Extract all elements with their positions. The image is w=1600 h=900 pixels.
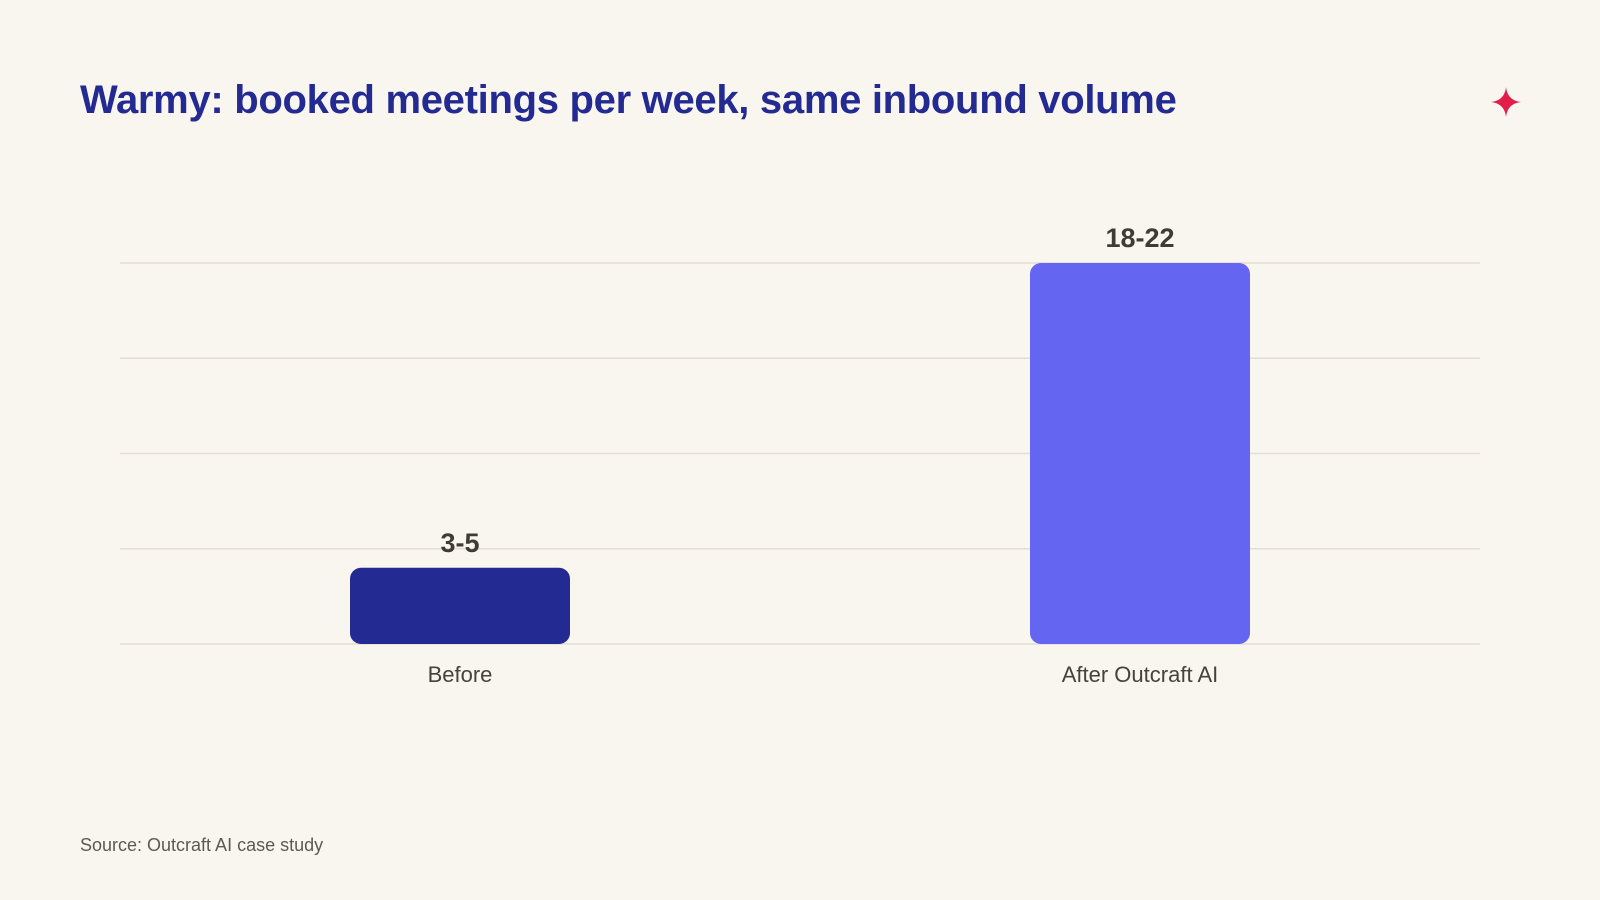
chart-title: Warmy: booked meetings per week, same in… bbox=[80, 78, 1177, 122]
data-label: 3-5 bbox=[440, 528, 479, 558]
bar bbox=[1030, 263, 1250, 644]
sparkle-shape bbox=[1491, 87, 1521, 117]
bar bbox=[350, 567, 570, 644]
category-label: Before bbox=[428, 662, 493, 687]
data-label: 18-22 bbox=[1105, 223, 1174, 253]
category-label: After Outcraft AI bbox=[1062, 662, 1219, 687]
source-note: Source: Outcraft AI case study bbox=[80, 835, 324, 855]
sparkle-icon bbox=[1491, 87, 1521, 117]
